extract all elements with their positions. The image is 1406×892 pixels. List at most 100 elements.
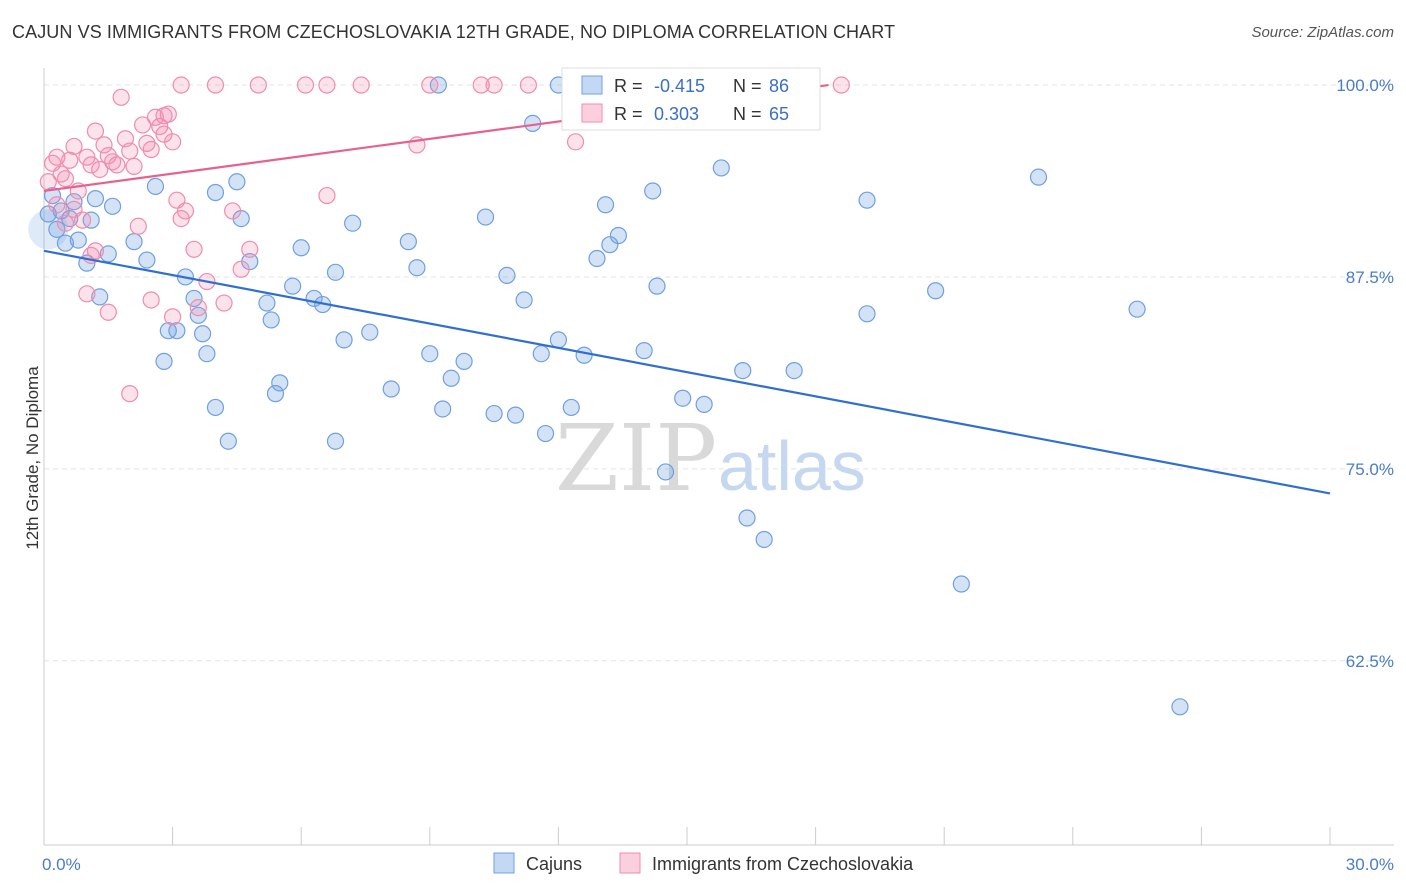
cajuns-point-80 — [601, 236, 619, 254]
czechoslovakia-point-64 — [155, 107, 173, 125]
cajuns-point-58 — [635, 342, 653, 360]
cajuns-point-44 — [442, 369, 460, 387]
cajuns-point-84 — [644, 182, 662, 200]
chart-source: Source: ZipAtlas.com — [1251, 24, 1394, 41]
czechoslovakia-point-11 — [86, 122, 105, 140]
cajuns-point-54 — [562, 398, 580, 417]
cajuns-point-70 — [927, 282, 945, 300]
cajuns-point-31 — [284, 277, 302, 295]
cajuns-point-14 — [125, 233, 143, 251]
y-tick-label-1: 87.5% — [1346, 268, 1394, 287]
cajuns-point-24 — [228, 173, 246, 191]
czechoslovakia-point-4 — [56, 170, 75, 188]
cajuns-point-18 — [168, 322, 186, 340]
cajuns-point-47 — [485, 404, 503, 423]
czechoslovakia-point-29 — [164, 133, 182, 151]
cajuns-point-0 — [39, 205, 57, 223]
czechoslovakia-point-59 — [485, 76, 503, 94]
watermark-zip: ZIP — [555, 405, 717, 512]
czechoslovakia-point-48 — [121, 385, 139, 403]
cajuns-point-79 — [198, 345, 216, 363]
czechoslovakia-point-19 — [121, 142, 139, 160]
czechoslovakia-point-53 — [249, 76, 267, 94]
cajuns-point-57 — [609, 226, 628, 245]
czechoslovakia-point-10 — [82, 156, 100, 174]
cajuns-point-10 — [86, 190, 105, 208]
cajuns-point-28 — [258, 294, 276, 312]
cajuns-point-85 — [596, 196, 615, 214]
cajuns-point-42 — [421, 345, 439, 363]
czechoslovakia-point-54 — [296, 76, 315, 94]
cajuns-point-15 — [138, 251, 156, 269]
cajuns-point-35 — [326, 263, 345, 281]
cajuns-point-13 — [103, 197, 122, 215]
cajuns-point-29 — [262, 311, 280, 329]
watermark-atlas: atlas — [718, 427, 866, 505]
legend-n-value-0: 86 — [769, 76, 789, 96]
cajuns-point-72 — [1029, 168, 1048, 186]
x-tick-label-0: 0.0% — [42, 855, 81, 874]
czechoslovakia-point-51 — [172, 76, 190, 94]
czechoslovakia-point-45 — [78, 285, 96, 303]
cajuns-point-45 — [455, 352, 473, 370]
cajuns-trend-line — [43, 249, 1331, 495]
cajuns-point-69 — [858, 191, 876, 209]
cajuns-point-48 — [498, 266, 516, 285]
legend-r-value-0: -0.415 — [654, 76, 705, 96]
czechoslovakia-point-17 — [112, 88, 130, 106]
cajuns-point-1 — [43, 186, 62, 205]
cajuns-point-30 — [271, 374, 289, 392]
cajuns-point-20 — [185, 289, 203, 308]
legend-n-value-1: 65 — [769, 104, 789, 124]
cajuns-point-74 — [1171, 698, 1189, 716]
cajuns-point-2 — [48, 220, 66, 238]
czechoslovakia-point-25 — [146, 108, 165, 126]
czechoslovakia-point-50 — [164, 308, 182, 326]
bottom-legend-swatch-cajuns — [493, 852, 515, 874]
bottom-legend-swatch-czechoslovakia — [619, 852, 641, 874]
cajuns-point-32 — [292, 239, 310, 257]
series-cajuns-points — [28, 76, 1189, 716]
bottom-legend-label-czechoslovakia: Immigrants from Czechoslovakia — [652, 854, 914, 874]
cajuns-point-43 — [434, 400, 452, 418]
czechoslovakia-point-40 — [318, 186, 336, 205]
cajuns-point-39 — [382, 380, 400, 398]
czechoslovakia-point-47 — [99, 303, 117, 321]
watermark: ZIP atlas — [555, 405, 866, 512]
czechoslovakia-point-24 — [142, 140, 160, 159]
cajuns-point-61 — [674, 389, 692, 407]
cajuns-point-25 — [206, 398, 225, 417]
legend-swatch-cajuns — [581, 75, 603, 95]
cajuns-point-59 — [648, 277, 666, 295]
y-tick-label-0: 100.0% — [1336, 76, 1394, 95]
cajuns-point-52 — [536, 424, 555, 443]
cajuns-point-68 — [858, 305, 876, 323]
y-tick-labels: 100.0% 87.5% 75.0% 62.5% — [1336, 76, 1394, 671]
cajuns-point-49 — [506, 406, 525, 424]
czechoslovakia-point-34 — [189, 299, 207, 317]
cajuns-point-36 — [335, 331, 353, 349]
y-tick-label-3: 62.5% — [1346, 652, 1394, 671]
czechoslovakia-point-44 — [65, 200, 83, 218]
cajuns-point-41 — [408, 259, 426, 277]
cajuns-point-65 — [738, 509, 756, 527]
czechoslovakia-point-39 — [241, 240, 259, 258]
legend-r-value-1: 0.303 — [654, 104, 699, 124]
cajuns-point-62 — [695, 395, 713, 413]
cajuns-point-40 — [399, 233, 417, 251]
cajuns-point-38 — [361, 323, 379, 341]
legend-r-label-0: R = — [614, 76, 643, 96]
bottom-legend-label-cajuns: Cajuns — [526, 854, 582, 874]
legend-n-label-0: N = — [733, 76, 762, 96]
axes — [43, 68, 1394, 846]
cajuns-point-73 — [1128, 300, 1146, 318]
czechoslovakia-point-13 — [95, 136, 113, 154]
czechoslovakia-point-22 — [133, 116, 152, 134]
cajuns-point-71 — [952, 575, 970, 593]
cajuns-point-51 — [532, 345, 550, 363]
cajuns-point-60 — [656, 463, 675, 481]
czechoslovakia-point-12 — [91, 160, 109, 179]
cajuns-point-77 — [266, 385, 285, 403]
cajuns-point-16 — [146, 177, 165, 195]
